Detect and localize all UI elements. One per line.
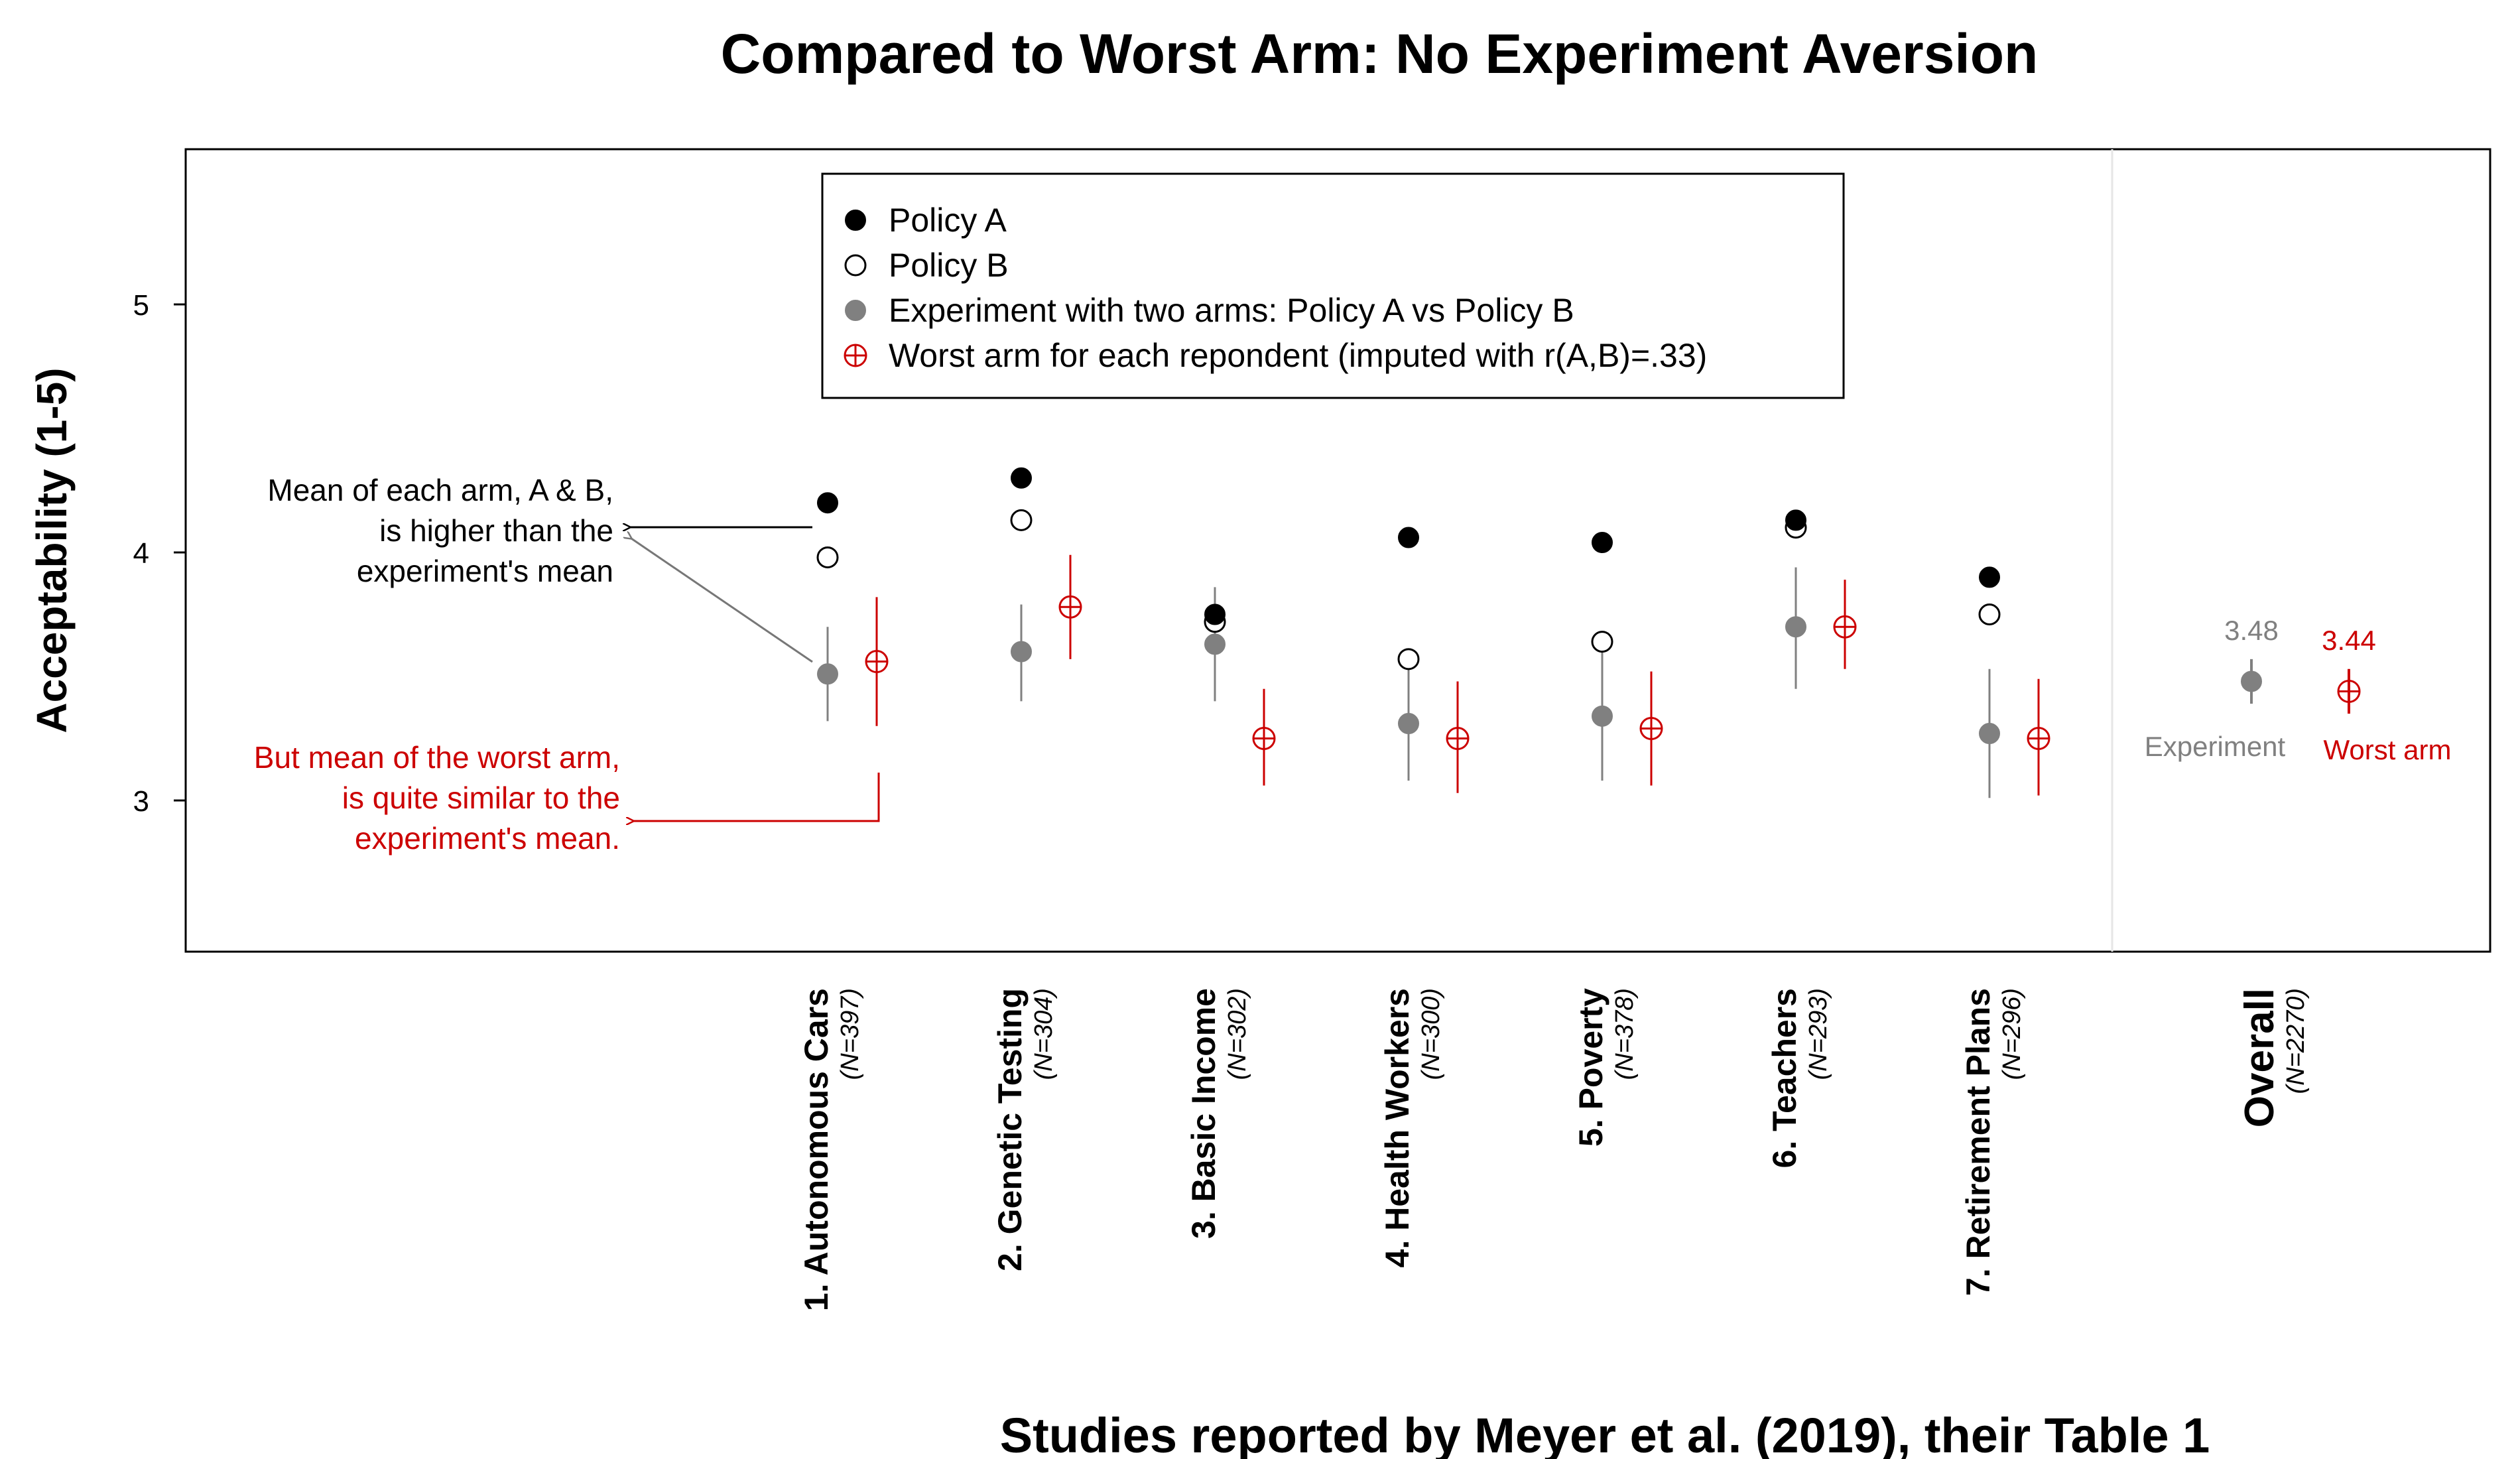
policy-a-point	[1592, 532, 1613, 554]
worst-arm-point	[1639, 717, 1663, 741]
policy-a-point	[817, 492, 838, 514]
legend-label: Policy A	[889, 202, 1007, 239]
study-marks	[816, 492, 889, 726]
study-marks	[1204, 587, 1276, 786]
worst-arm-point	[865, 650, 889, 674]
annotations: Mean of each arm, A & B, is higher than t…	[254, 473, 880, 856]
x-category-label: 3. Basic Income	[1185, 988, 1222, 1239]
y-tick-label-5: 5	[133, 289, 149, 322]
policy-a-point	[1204, 603, 1226, 625]
worst-arm-point	[1833, 615, 1857, 639]
x-label-group: 7. Retirement Plans (N=296)	[1960, 988, 2026, 1296]
x-category-label: 5. Poverty	[1572, 988, 1609, 1147]
experiment-point	[1011, 641, 1032, 663]
overall-experiment-point	[2241, 670, 2262, 692]
x-category-n: (N=296)	[1998, 988, 2026, 1080]
legend-label: Policy B	[889, 247, 1009, 284]
x-label-group: 6. Teachers (N=293)	[1766, 988, 1832, 1168]
x-category-label: Overall	[2237, 988, 2283, 1127]
policy-b-point	[1978, 603, 2001, 625]
legend-marker-policy-a	[845, 210, 866, 231]
experiment-point	[1979, 723, 2000, 745]
study-marks	[1010, 467, 1082, 702]
plot-frame	[184, 148, 2491, 953]
policy-a-point	[1785, 509, 1806, 531]
y-axis: 3 4 5	[133, 289, 186, 818]
policy-a-point	[1398, 527, 1419, 548]
x-category-n: (N=293)	[1804, 988, 1832, 1080]
policy-a-point	[1011, 467, 1032, 489]
x-label-group: Overall (N=2270)	[2237, 988, 2310, 1127]
policy-a-point	[1979, 566, 2000, 588]
overall-worst-value: 3.44	[2322, 625, 2376, 656]
x-axis-label: Studies reported by Meyer et al. (2019),…	[1000, 1408, 2210, 1459]
y-tick-label-3: 3	[133, 785, 149, 818]
experiment-point	[1204, 633, 1226, 655]
x-category-n: (N=397)	[836, 988, 864, 1080]
legend: Policy A Policy B Experiment with two arms…	[821, 172, 1845, 399]
policy-b-point	[1010, 509, 1033, 531]
x-category-n: (N=304)	[1030, 988, 1058, 1080]
worst-arm-point	[1446, 727, 1470, 750]
worst-note-line: is quite similar to the	[342, 781, 620, 815]
legend-marker-policy-b	[844, 254, 867, 277]
x-label-group: 4. Health Workers (N=300)	[1379, 988, 1445, 1267]
experiment-point	[1785, 616, 1806, 638]
study-marks	[1785, 509, 1857, 689]
x-category-label: 7. Retirement Plans	[1960, 988, 1997, 1296]
x-category-label: 2. Genetic Testing	[991, 988, 1029, 1271]
arms-note-line: is higher than the	[379, 513, 613, 548]
overall-worst-point	[2337, 679, 2361, 703]
policy-b-point	[1591, 631, 1613, 653]
overall-experiment-value: 3.48	[2224, 615, 2279, 646]
experiment-point	[1592, 705, 1613, 727]
study-marks	[1397, 527, 1470, 793]
chart-title: Compared to Worst Arm: No Experiment Ave…	[721, 23, 2039, 85]
x-label-group: 5. Poverty (N=378)	[1572, 988, 1639, 1147]
legend-label: Experiment with two arms: Policy A vs Po…	[889, 292, 1574, 329]
x-category-n: (N=2270)	[2282, 988, 2310, 1094]
x-axis-labels: 1. Autonomous Cars (N=397) 2. Genetic Test…	[798, 988, 2310, 1311]
x-category-label: 1. Autonomous Cars	[798, 988, 835, 1311]
x-category-n: (N=300)	[1417, 988, 1445, 1080]
legend-marker-worst-arm	[844, 344, 867, 367]
worst-note-line: But mean of the worst arm,	[254, 740, 620, 775]
experiment-point	[817, 663, 838, 685]
legend-marker-experiment	[845, 300, 866, 321]
y-tick-label-4: 4	[133, 537, 149, 570]
overall-experiment-text: Experiment	[2145, 731, 2286, 762]
study-marks	[1978, 566, 2050, 798]
overall-marks: 3.48 3.44 Experiment Worst arm	[2145, 615, 2452, 765]
x-category-n: (N=302)	[1224, 988, 1251, 1080]
worst-arrow-red	[633, 773, 880, 821]
y-axis-label: Acceptability (1-5)	[28, 367, 76, 733]
arms-note-line: Mean of each arm, A & B,	[267, 473, 613, 507]
worst-note-line: experiment's mean.	[355, 821, 620, 856]
x-label-group: 2. Genetic Testing (N=304)	[991, 988, 1058, 1271]
x-label-group: 1. Autonomous Cars (N=397)	[798, 988, 864, 1311]
data-marks: 3.48 3.44 Experiment Worst arm	[816, 467, 2452, 798]
x-category-label: 4. Health Workers	[1379, 988, 1416, 1267]
overall-worst-text: Worst arm	[2324, 734, 2452, 765]
arms-arrow-gray	[631, 539, 813, 663]
worst-arm-point	[1252, 727, 1276, 750]
x-category-n: (N=378)	[1611, 988, 1639, 1080]
policy-b-point	[816, 546, 839, 568]
legend-box	[821, 172, 1845, 399]
study-marks	[1591, 532, 1663, 786]
worst-arm-point	[2027, 727, 2050, 750]
x-category-label: 6. Teachers	[1766, 988, 1803, 1168]
worst-arm-point	[1058, 595, 1082, 619]
arms-note-line: experiment's mean	[357, 554, 613, 588]
legend-label: Worst arm for each repondent (imputed wi…	[889, 337, 1707, 374]
experiment-point	[1398, 713, 1419, 735]
x-label-group: 3. Basic Income (N=302)	[1185, 988, 1251, 1239]
policy-b-point	[1397, 648, 1420, 670]
